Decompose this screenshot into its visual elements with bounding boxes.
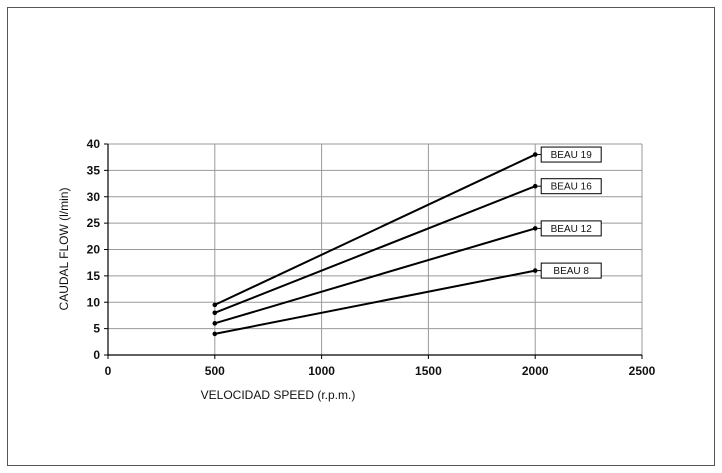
series-label-box xyxy=(540,146,602,163)
series-label-beau-8: BEAU 8 xyxy=(553,266,589,277)
y-tick-label: 20 xyxy=(87,243,101,257)
data-point-beau-12 xyxy=(212,321,218,326)
y-tick-label: 5 xyxy=(93,322,100,336)
axes xyxy=(104,143,643,359)
data-point-beau-8 xyxy=(212,331,218,337)
series-line-beau-16 xyxy=(214,185,536,314)
y-tick-label: 15 xyxy=(87,269,101,283)
y-tick-label: 0 xyxy=(93,348,100,362)
grid xyxy=(108,143,643,355)
y-tick-label: 35 xyxy=(87,163,101,177)
series-lines xyxy=(212,152,538,337)
x-tick-label: 500 xyxy=(205,364,225,378)
x-tick-label: 0 xyxy=(105,364,112,378)
data-point-beau-19 xyxy=(212,302,218,308)
flow-speed-chart: 0 5 10 15 20 25 30 35 40 0 500 1000 1500 2000 2500 BEA… xyxy=(57,137,656,402)
series-label-beau-12: BEAU 12 xyxy=(551,224,593,235)
chart-frame: 0 5 10 15 20 25 30 35 40 0 500 1000 1500 2000 2500 BEA… xyxy=(7,7,715,466)
series-label-beau-16: BEAU 16 xyxy=(551,182,593,193)
x-tick-label: 2500 xyxy=(629,364,656,378)
y-tick-label: 10 xyxy=(87,295,101,309)
series-label-box xyxy=(540,220,602,237)
series-line-beau-12 xyxy=(214,227,536,325)
x-tick-label: 2000 xyxy=(522,364,549,378)
series-label-beau-19: BEAU 19 xyxy=(551,150,593,161)
y-tick-label: 25 xyxy=(87,216,101,230)
tick-labels: 0 5 10 15 20 25 30 35 40 0 500 1000 1500 2000 2500 xyxy=(87,137,656,378)
series-label-box xyxy=(540,262,602,279)
y-axis-title: CAUDAL FLOW (l/min) xyxy=(57,188,71,311)
x-axis-title: VELOCIDAD SPEED (r.p.m.) xyxy=(201,388,356,402)
series-line-beau-8 xyxy=(214,269,536,335)
y-tick-label: 40 xyxy=(87,137,101,151)
series-line-beau-19 xyxy=(214,153,536,306)
data-point-beau-16 xyxy=(212,310,218,316)
series-label-box xyxy=(540,178,602,195)
x-tick-label: 1500 xyxy=(415,364,442,378)
y-tick-label: 30 xyxy=(87,190,101,204)
series-labels: BEAU 19 BEAU 16 BEAU 12 BEAU 8 xyxy=(535,146,602,279)
x-tick-label: 1000 xyxy=(308,364,335,378)
